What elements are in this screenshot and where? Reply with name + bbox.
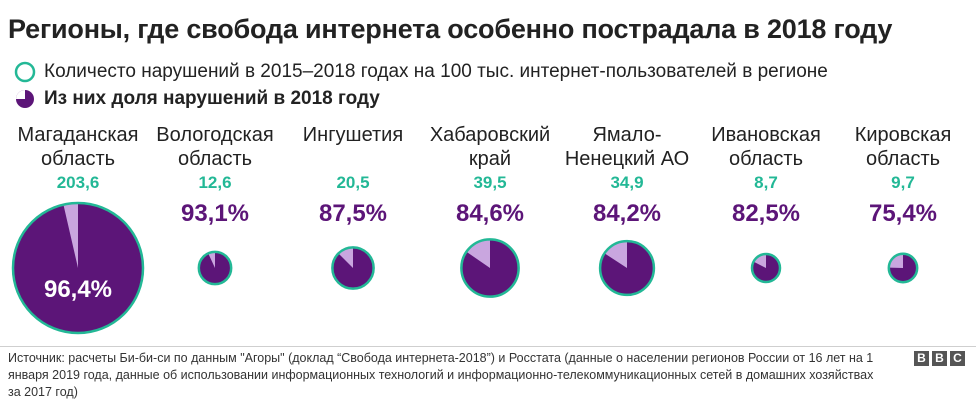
region-name-line: область (177, 148, 253, 170)
region-name-line: Ингушетия (302, 124, 404, 146)
share-2018-label: 96,4% (43, 276, 113, 303)
region-name-line: Ямало- (592, 124, 662, 146)
legend-circle-icon (14, 61, 36, 83)
bbc-logo: B B C (914, 351, 965, 366)
bbc-logo-letter: B (914, 351, 929, 366)
share-2018-label: 84,6% (455, 200, 525, 227)
region-name-line: край (468, 148, 512, 170)
pie-total-outline (460, 238, 520, 298)
share-2018-label: 82,5% (731, 200, 801, 227)
pie-share-slice (461, 239, 519, 297)
source-note: Источник: расчеты Би-би-си по данным "Аг… (8, 351, 874, 399)
footer-divider (0, 346, 976, 347)
share-2018-label: 75,4% (868, 200, 938, 227)
share-2018-label: 93,1% (180, 200, 250, 227)
pie-share-slice (752, 254, 781, 282)
share-2018-label: 84,2% (592, 200, 662, 227)
bbc-logo-letter: C (950, 351, 965, 366)
legend-total: Количесто нарушений в 2015–2018 годах на… (14, 60, 828, 84)
region-name: Вологодская область (156, 123, 273, 171)
pie-total-outline (11, 201, 145, 335)
pie-total-outline (887, 252, 919, 284)
region-name: Кировская область (855, 123, 952, 171)
bbc-logo-letter: B (932, 351, 947, 366)
legend-pie-icon (16, 90, 34, 108)
region-pie (197, 250, 233, 286)
pie-share-slice (332, 247, 374, 289)
pie-chart-area (11, 201, 919, 335)
legend-total-label: Количесто нарушений в 2015–2018 годах на… (44, 61, 828, 82)
violation-count: 39,5 (473, 173, 507, 192)
region-pie (331, 246, 375, 290)
pie-share-slice (12, 203, 144, 333)
pie-total-outline (598, 239, 656, 297)
share-2018-label: 87,5% (318, 200, 388, 227)
region-pie (460, 238, 520, 298)
legend-share-label: Из них доля нарушений в 2018 году (44, 88, 380, 109)
region-pie (750, 252, 782, 284)
pie-total-outline (750, 252, 782, 284)
pie-total-outline (197, 250, 233, 286)
violation-count: 203,6 (56, 173, 100, 192)
region-name-line: Хабаровский (429, 124, 551, 146)
pie-share-slice (600, 241, 654, 295)
violation-count: 12,6 (198, 173, 232, 192)
region-name-line: Вологодская (156, 124, 274, 146)
region-pie (11, 201, 145, 335)
region-name: Хабаровский край (430, 123, 550, 171)
region-pie (598, 239, 656, 297)
region-name-line: Магаданская (17, 124, 139, 146)
violation-count: 34,9 (610, 173, 644, 192)
pie-share-slice (198, 251, 232, 285)
violation-count: 8,7 (754, 173, 778, 192)
region-name-line: область (40, 148, 116, 170)
region-name: Ивановская область (711, 123, 821, 171)
region-pie (887, 252, 919, 284)
violation-count: 9,7 (891, 173, 915, 192)
region-name: Магаданская область (18, 123, 139, 171)
region-name: Ингушетия (303, 123, 403, 147)
pie-share-slice (888, 253, 918, 283)
legend-share: Из них доля нарушений в 2018 году (14, 87, 380, 111)
chart-title: Регионы, где свобода интернета особенно … (8, 14, 893, 44)
region-name-line: Ивановская (711, 124, 821, 146)
region-name-line: Ненецкий АО (564, 148, 690, 170)
pie-total-outline (331, 246, 375, 290)
violation-count: 20,5 (336, 173, 370, 192)
region-name-line: область (865, 148, 941, 170)
region-name-line: область (728, 148, 804, 170)
region-name: Ямало- Ненецкий АО (565, 123, 689, 171)
region-name-line: Кировская (854, 124, 952, 146)
